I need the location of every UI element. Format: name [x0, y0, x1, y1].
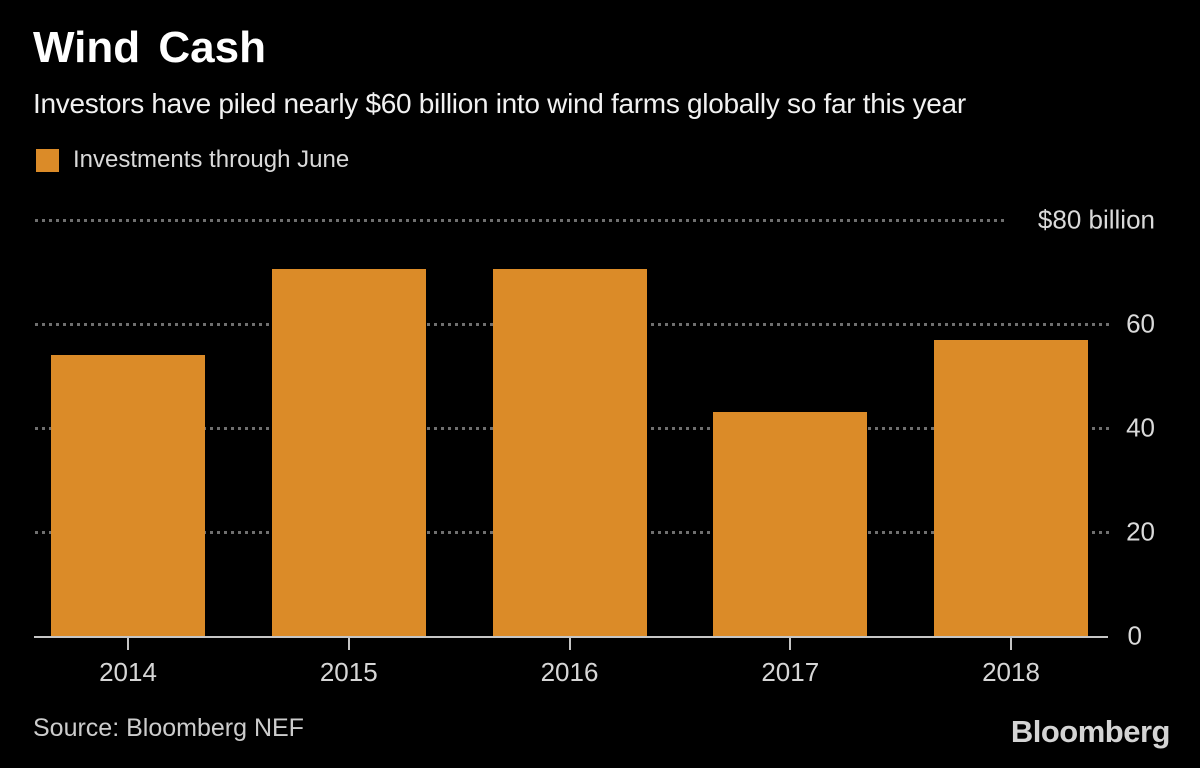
x-axis-label-2014: 2014 [99, 657, 157, 687]
bar-2015 [271, 269, 426, 636]
legend-label: Investments through June [73, 146, 350, 173]
x-axis-tick-2016 [568, 638, 571, 650]
x-axis-label-2018: 2018 [982, 657, 1040, 687]
legend: Investments through June [36, 146, 349, 174]
x-axis-label-2015: 2015 [319, 657, 378, 687]
x-axis-tick-2015 [347, 638, 350, 650]
bloomberg-logo: Bloomberg [1010, 714, 1171, 749]
y-axis-label-40: 40 [1126, 412, 1155, 443]
chart-subtitle: Investors have piled nearly $60 billion … [33, 88, 966, 119]
source-note: Source: Bloomberg NEF [33, 714, 304, 742]
x-axis-tick-2017 [789, 638, 792, 650]
y-axis-label-20: 20 [1126, 516, 1155, 547]
x-axis-line [34, 636, 1108, 638]
y-axis-label-80: $80 billion [1037, 204, 1155, 235]
legend-swatch-icon [36, 148, 59, 172]
gridline-80 [35, 219, 1007, 222]
chart-title: Wind Cash [33, 23, 266, 72]
x-axis-tick-2018 [1010, 638, 1012, 650]
bar-2014 [51, 355, 205, 636]
x-axis-tick-2014 [127, 638, 129, 650]
y-axis-label-0: 0 [1127, 620, 1142, 651]
bar-2017 [713, 412, 868, 636]
x-axis-label-2017: 2017 [761, 657, 820, 687]
x-axis-label-2016: 2016 [540, 657, 599, 687]
y-axis-label-60: 60 [1126, 308, 1155, 339]
bar-2016 [492, 269, 647, 636]
bar-2018 [934, 339, 1088, 636]
